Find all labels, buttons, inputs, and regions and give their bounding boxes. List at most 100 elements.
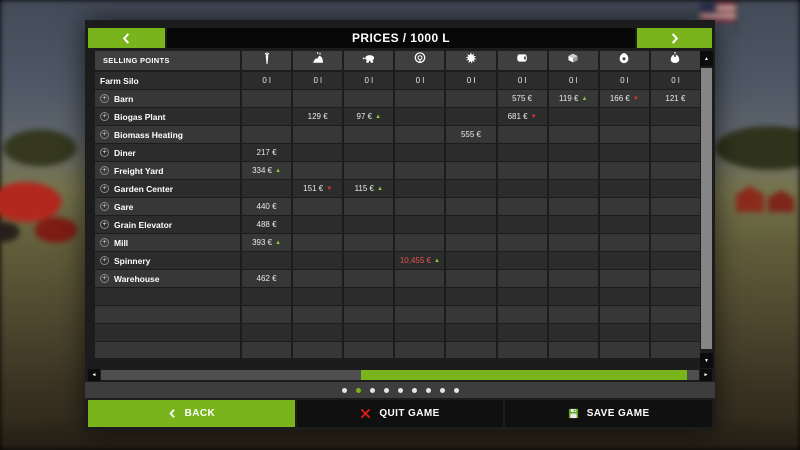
flagpole [736,0,738,34]
price-value: 555 € [460,130,481,139]
horizontal-scroll-track[interactable] [101,370,699,380]
visit-location-icon[interactable]: + [100,130,109,139]
selling-points-header: SELLING POINTS [95,51,240,70]
table-row[interactable]: + Gare 440 € [95,198,700,215]
price-table-body: Farm Silo 0 l 0 l 0 l 0 l 0 l 0 l 0 l 0 l 0 l + Bar… [95,72,700,358]
price-cell [599,288,649,305]
scroll-right-button[interactable]: ► [700,369,712,381]
price-cell [599,342,649,358]
price-cell [395,144,445,161]
price-value: 334 € [252,166,273,175]
column-header[interactable] [395,51,445,70]
price-cell [242,306,292,323]
price-cell: 440 € [242,198,292,215]
selling-point-label: Mill [114,237,129,248]
selling-point-name: + Garden Center [95,180,240,197]
scroll-up-button[interactable]: ▲ [700,51,713,66]
price-cell: 217 € [242,144,292,161]
table-row[interactable]: + Warehouse 462 € [95,270,700,287]
selling-point-label: Spinnery [114,255,151,266]
price-cell [599,108,649,125]
red-harvester [0,172,90,250]
column-header[interactable] [497,51,547,70]
price-value: 119 € [559,94,579,103]
price-cell [242,324,292,341]
visit-location-icon[interactable]: + [100,112,109,121]
column-header[interactable] [446,51,496,70]
visit-location-icon[interactable]: + [100,166,109,175]
chevron-left-icon [122,32,130,44]
price-cell [599,234,649,251]
price-cell [344,234,394,251]
table-row[interactable]: + Freight Yard 334 € ▲ [95,162,700,179]
horizontal-scrollbar[interactable]: ◄ ► [88,369,712,381]
scroll-left-button[interactable]: ◄ [88,369,100,381]
scroll-down-button[interactable]: ▼ [700,353,713,368]
price-cell [650,234,700,251]
selling-point-name: + Biogas Plant [95,108,240,125]
visit-location-icon[interactable]: + [100,184,109,193]
prev-page-button[interactable] [88,28,165,48]
visit-location-icon[interactable]: + [100,274,109,283]
save-game-label: SAVE GAME [586,408,650,419]
column-header[interactable] [344,51,394,70]
price-cell [599,306,649,323]
table-row[interactable]: + Garden Center 151 € ▼ 115 € ▲ [95,180,700,197]
selling-point-name [95,288,240,305]
manure-heap-icon [311,51,325,70]
horizontal-scroll-thumb[interactable] [361,370,688,380]
column-header[interactable] [293,51,343,70]
selling-point-label: Warehouse [114,273,160,284]
column-header[interactable] [599,51,649,70]
table-row[interactable]: + Barn 575 €119 € ▲ 166 € ▼ 121 € [95,90,700,107]
table-row[interactable]: + Mill 393 € ▲ [95,234,700,251]
price-cell [650,324,700,341]
price-cell [395,180,445,197]
visit-location-icon[interactable]: + [100,238,109,247]
save-game-button[interactable]: SAVE GAME [505,400,713,427]
hose-reel-icon [413,51,427,70]
table-row[interactable]: + Grain Elevator 488 € [95,216,700,233]
selling-point-name: + Freight Yard [95,162,240,179]
price-cell: 119 € ▲ [548,90,598,107]
price-cell: 166 € ▼ [599,90,649,107]
table-row[interactable]: + Spinnery 10,455 € ▲ [95,252,700,269]
page-title: PRICES / 1000 L [167,28,635,48]
page-dot [383,387,389,393]
price-cell [599,216,649,233]
price-cell [242,180,292,197]
table-row[interactable]: + Biogas Plant 129 € 97 € ▲ 681 € ▼ [95,108,700,125]
price-cell: 0 l [293,72,343,89]
price-cell [395,234,445,251]
table-row[interactable]: + Diner 217 € [95,144,700,161]
price-cell [446,216,496,233]
visit-location-icon[interactable]: + [100,94,109,103]
page-dot [341,387,347,393]
price-cell: 115 € ▲ [344,180,394,197]
floppy-disk-icon [568,408,578,419]
footer-buttons: BACK QUIT GAME SAVE GAME [88,400,713,427]
price-cell [548,198,598,215]
column-header[interactable] [650,51,700,70]
visit-location-icon[interactable]: + [100,202,109,211]
table-row[interactable]: + Biomass Heating 555 € [95,126,700,143]
column-header[interactable] [242,51,292,70]
visit-location-icon[interactable]: + [100,256,109,265]
vertical-scrollbar[interactable]: ▲ ▼ [700,51,713,368]
price-cell [395,324,445,341]
price-cell [548,288,598,305]
table-row[interactable]: Farm Silo 0 l 0 l 0 l 0 l 0 l 0 l 0 l 0 l 0 l [95,72,700,89]
price-cell [650,288,700,305]
price-cell [497,324,547,341]
quit-game-button[interactable]: QUIT GAME [296,400,504,427]
column-header[interactable] [548,51,598,70]
back-button[interactable]: BACK [88,400,295,427]
price-cell [344,324,394,341]
vertical-scroll-thumb[interactable] [701,68,712,349]
visit-location-icon[interactable]: + [100,148,109,157]
selling-point-name [95,342,240,358]
next-page-button[interactable] [637,28,712,48]
column-icon-header [242,51,700,70]
visit-location-icon[interactable]: + [100,220,109,229]
price-cell [497,198,547,215]
